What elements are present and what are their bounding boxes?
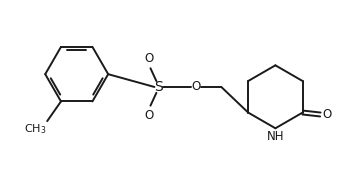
- Text: O: O: [323, 108, 332, 121]
- Text: CH$_3$: CH$_3$: [24, 122, 46, 136]
- Text: O: O: [144, 52, 153, 65]
- Text: S: S: [154, 80, 163, 94]
- Text: O: O: [191, 80, 200, 93]
- Text: O: O: [144, 109, 153, 122]
- Text: NH: NH: [267, 130, 284, 143]
